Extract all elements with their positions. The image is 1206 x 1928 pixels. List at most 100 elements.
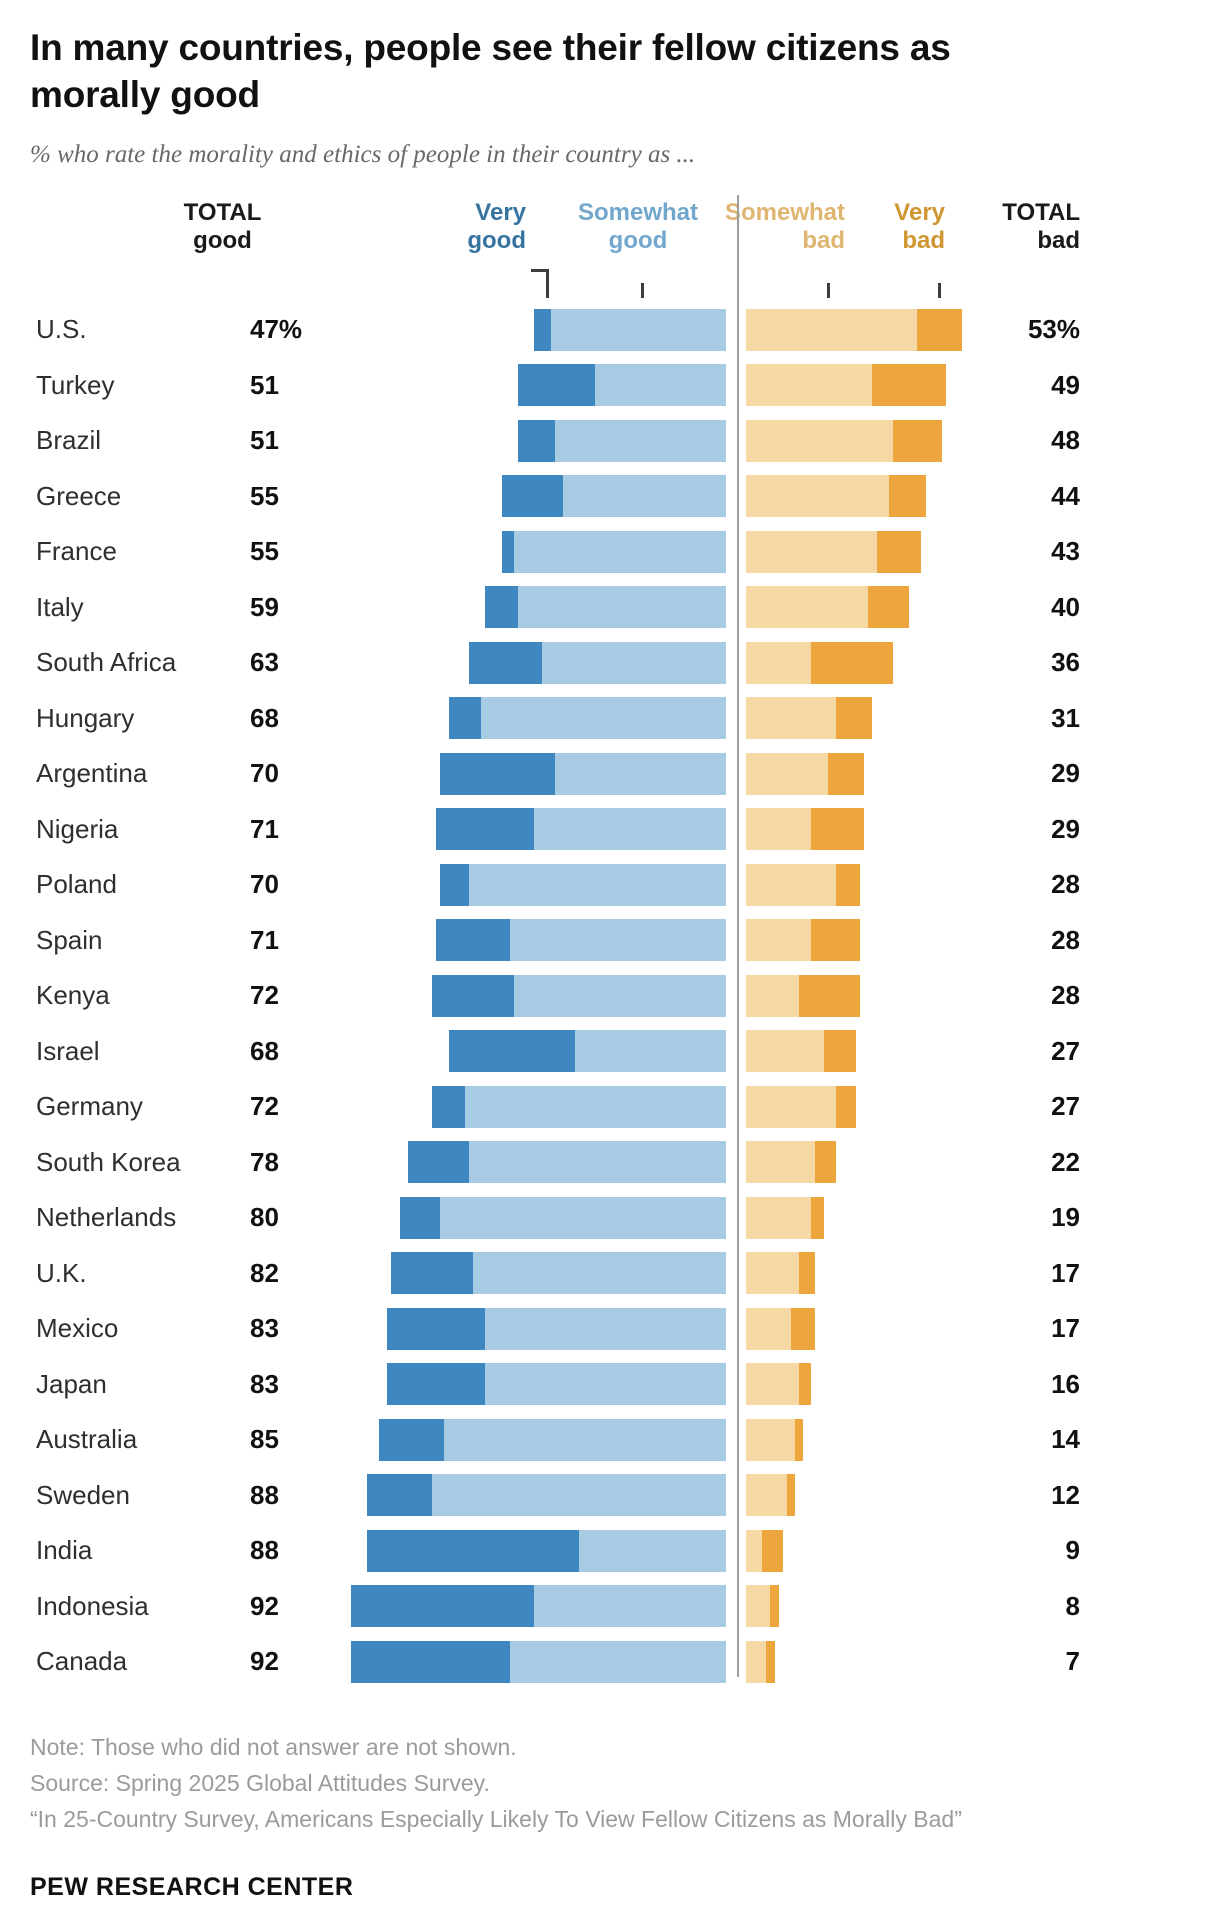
bad-bar-cell <box>746 1030 1000 1073</box>
country-label: Mexico <box>36 1313 119 1344</box>
table-row: Hungary 68 31 <box>36 697 1206 740</box>
good-bar <box>517 364 726 407</box>
good-bar <box>432 974 726 1017</box>
total-good-value: 59 <box>250 591 279 622</box>
somewhat-good-segment <box>464 1085 726 1128</box>
very-bad-segment <box>811 1196 824 1239</box>
country-label: Hungary <box>36 702 135 733</box>
title-line-2: morally good <box>30 74 260 116</box>
good-bar-cell <box>310 641 726 684</box>
very-bad-segment <box>794 1418 804 1461</box>
somewhat-good-segment <box>485 1307 726 1350</box>
country-label: South Korea <box>36 1146 181 1177</box>
very-bad-segment <box>799 974 861 1017</box>
bad-bar-cell <box>746 586 1000 629</box>
total-bad-value: 28 <box>1051 869 1080 900</box>
pew-research-center-brand: PEW RESEARCH CENTER <box>30 1872 354 1901</box>
footer-note: Note: Those who did not answer are not s… <box>30 1733 517 1760</box>
very-bad-segment <box>835 863 861 906</box>
very-bad-tick <box>938 282 941 298</box>
somewhat-bad-segment <box>746 308 918 351</box>
very-good-segment <box>436 808 535 851</box>
bad-bar <box>746 1418 804 1461</box>
bad-bar <box>746 308 963 351</box>
total-good-value: 83 <box>250 1368 279 1399</box>
very-good-segment <box>436 919 510 962</box>
bad-bar <box>746 752 865 795</box>
somewhat-bad-segment <box>746 863 836 906</box>
very-bad-segment <box>827 752 865 795</box>
very-bad-segment <box>811 919 861 962</box>
very-good-segment <box>448 1030 576 1073</box>
total-bad-value: 27 <box>1051 1091 1080 1122</box>
very-bad-segment <box>770 1585 779 1628</box>
footer-source: Source: Spring 2025 Global Attitudes Sur… <box>30 1769 490 1796</box>
bad-bar <box>746 1363 812 1406</box>
table-row: Sweden 88 12 <box>36 1474 1206 1517</box>
very-bad-segment <box>888 475 926 518</box>
very-good-segment <box>391 1252 474 1295</box>
good-bar-cell <box>310 530 726 573</box>
good-bar <box>485 586 726 629</box>
very-bad-segment <box>766 1640 775 1683</box>
somewhat-bad-segment <box>746 1307 791 1350</box>
bad-bar-cell <box>746 530 1000 573</box>
legend-somewhat-bad: Somewhat bad <box>724 198 845 254</box>
total-good-value: 70 <box>250 869 279 900</box>
country-label: Canada <box>36 1646 128 1677</box>
very-good-segment <box>440 752 555 795</box>
bad-bar-cell <box>746 475 1000 518</box>
very-bad-segment <box>868 586 910 629</box>
good-bar-cell <box>310 1418 726 1461</box>
table-row: Netherlands 80 19 <box>36 1196 1206 1239</box>
somewhat-good-segment <box>440 1196 726 1239</box>
total-good-value: 68 <box>250 1035 279 1066</box>
somewhat-good-segment <box>554 752 726 795</box>
very-bad-segment <box>892 419 942 462</box>
good-bar <box>534 308 726 351</box>
somewhat-good-segment <box>444 1418 726 1461</box>
very-good-segment <box>407 1141 469 1184</box>
very-good-segment <box>379 1418 445 1461</box>
table-row: Mexico 83 17 <box>36 1307 1206 1350</box>
somewhat-good-segment <box>432 1474 726 1517</box>
good-bar-cell <box>310 1030 726 1073</box>
total-good-value: 51 <box>250 369 279 400</box>
good-bar <box>387 1363 726 1406</box>
somewhat-good-segment <box>485 1363 726 1406</box>
very-good-segment <box>366 1474 433 1517</box>
bad-bar-cell <box>746 697 1000 740</box>
somewhat-bad-segment <box>746 1141 816 1184</box>
bad-bar <box>746 1640 775 1683</box>
somewhat-bad-segment <box>746 752 828 795</box>
very-good-segment <box>501 475 563 518</box>
country-label: Germany <box>36 1091 143 1122</box>
total-good-value: 71 <box>250 924 279 955</box>
total-bad-value: 8 <box>1065 1590 1080 1621</box>
total-bad-value: 17 <box>1051 1313 1080 1344</box>
total-bad-value: 16 <box>1051 1368 1080 1399</box>
total-bad-value: 43 <box>1051 536 1080 567</box>
bad-bar <box>746 475 926 518</box>
very-bad-segment <box>876 530 922 573</box>
legend-very-bad: Very bad <box>894 198 945 254</box>
good-bar <box>436 808 726 851</box>
good-bar-cell <box>310 863 726 906</box>
somewhat-bad-segment <box>746 974 800 1017</box>
somewhat-bad-segment <box>746 1474 787 1517</box>
somewhat-bad-segment <box>746 1030 824 1073</box>
somewhat-bad-segment <box>746 475 889 518</box>
bad-bar <box>746 919 861 962</box>
bad-bar <box>746 1529 783 1572</box>
table-row: Japan 83 16 <box>36 1363 1206 1406</box>
very-bad-segment <box>762 1529 783 1572</box>
very-good-segment <box>534 308 551 351</box>
country-label: South Africa <box>36 647 177 678</box>
total-good-value: 92 <box>250 1646 279 1677</box>
good-bar <box>440 752 726 795</box>
good-bar-cell <box>310 1640 726 1683</box>
legend-total-good: TOTAL good <box>183 198 262 254</box>
table-row: South Korea 78 22 <box>36 1141 1206 1184</box>
good-bar <box>366 1529 726 1572</box>
good-bar <box>432 1085 726 1128</box>
